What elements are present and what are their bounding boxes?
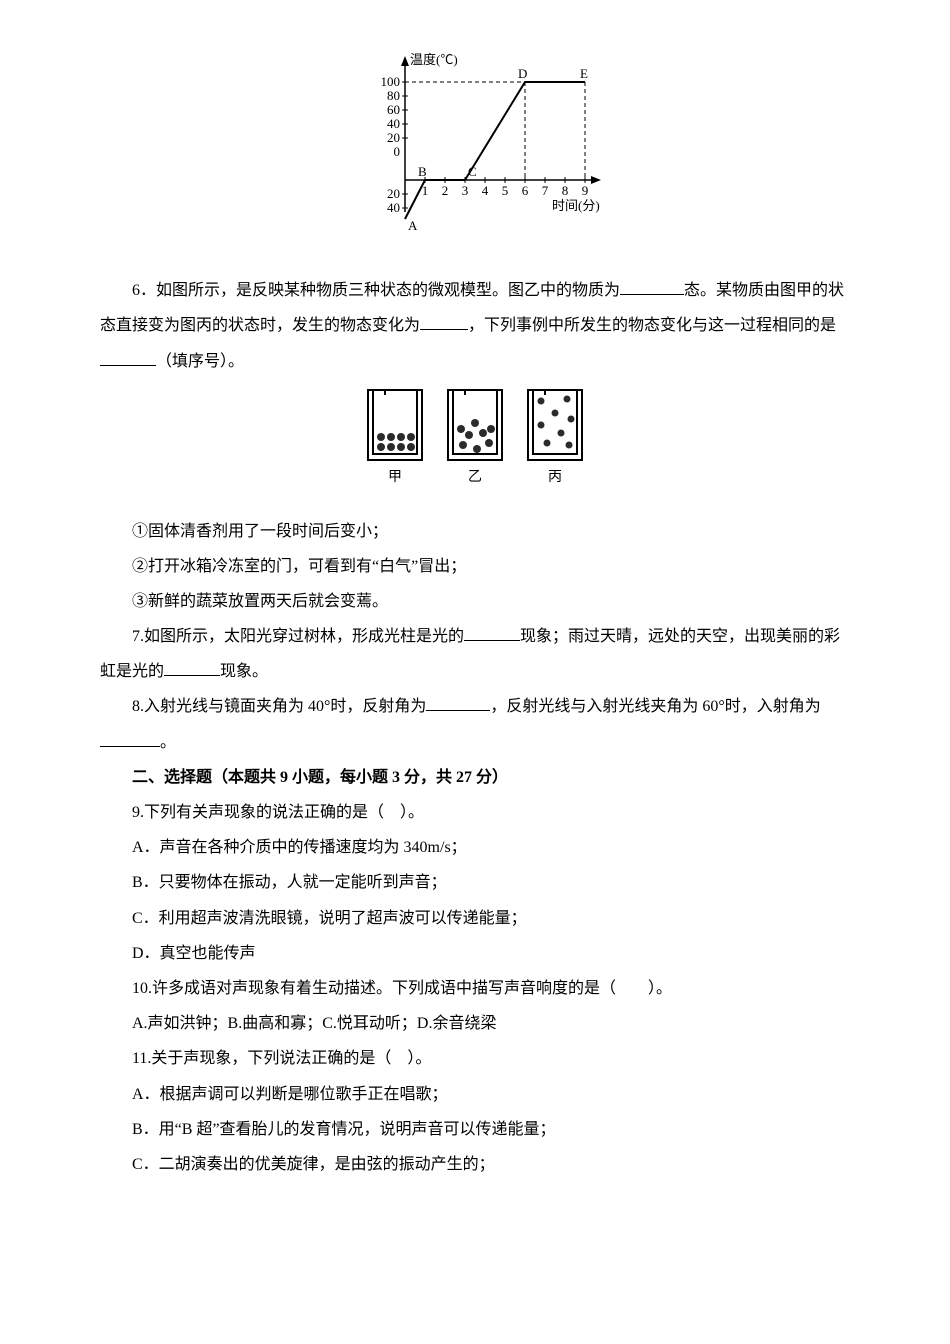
q7-blank-1[interactable]	[464, 623, 520, 642]
q8-suffix: 。	[160, 734, 176, 751]
q11-B: B．用“B 超”查看胎儿的发育情况，说明声音可以传递能量；	[100, 1112, 850, 1147]
q6-blank-3[interactable]	[100, 347, 156, 366]
q9-B: B．只要物体在振动，人就一定能听到声音；	[100, 865, 850, 900]
q9-A: A．声音在各种介质中的传播速度均为 340m/s；	[100, 830, 850, 865]
q8-blank-2[interactable]	[100, 728, 160, 747]
q10-opts: A.声如洪钟；B.曲高和寡；C.悦耳动听；D.余音绕梁	[100, 1006, 850, 1041]
q11-A: A．根据声调可以判断是哪位歌手正在唱歌；	[100, 1077, 850, 1112]
svg-text:3: 3	[462, 183, 469, 198]
q6-suffix: （填序号）。	[156, 353, 244, 370]
q6-prefix: 6．如图所示，是反映某种物质三种状态的微观模型。图乙中的物质为	[132, 282, 620, 299]
section-2-title: 二、选择题（本题共 9 小题，每小题 3 分，共 27 分）	[100, 760, 850, 795]
svg-text:60: 60	[387, 102, 400, 117]
q7-blank-2[interactable]	[164, 658, 220, 677]
svg-text:A: A	[408, 218, 418, 233]
svg-text:4: 4	[482, 183, 489, 198]
temperature-time-chart: 100 80 60 40 20 0 20 40 1	[340, 50, 610, 240]
q8-blank-1[interactable]	[426, 693, 490, 712]
q10-stem: 10.许多成语对声现象有着生动描述。下列成语中描写声音响度的是（ ）。	[100, 971, 850, 1006]
beaker-label-yi: 乙	[468, 463, 482, 494]
q11-stem: 11.关于声现象，下列说法正确的是（ ）。	[100, 1041, 850, 1076]
q9-D: D．真空也能传声	[100, 936, 850, 971]
svg-text:8: 8	[562, 183, 569, 198]
q8-mid: ，反射光线与入射光线夹角为 60°时，入射角为	[490, 698, 820, 715]
svg-text:2: 2	[442, 183, 449, 198]
q7-suffix: 现象。	[220, 663, 268, 680]
q6-text: 6．如图所示，是反映某种物质三种状态的微观模型。图乙中的物质为态。某物质由图甲的…	[100, 273, 850, 379]
q6-mid2: ，下列事例中所发生的物态变化与这一过程相同的是	[468, 317, 836, 334]
beaker-label-bing: 丙	[548, 463, 562, 494]
q5-chart-figure: 100 80 60 40 20 0 20 40 1	[100, 50, 850, 253]
q7-text: 7.如图所示，太阳光穿过树林，形成光柱是光的现象；雨过天晴，远处的天空，出现美丽…	[100, 619, 850, 689]
q6-opt1: ①固体清香剂用了一段时间后变小；	[100, 514, 850, 549]
beaker-jia: 甲	[367, 389, 423, 494]
svg-text:40: 40	[387, 200, 400, 215]
svg-text:温度(℃): 温度(℃)	[410, 52, 458, 67]
beaker-label-jia: 甲	[388, 463, 402, 494]
beaker-yi: 乙	[447, 389, 503, 494]
svg-text:时间(分): 时间(分)	[552, 198, 600, 213]
q6-opt2: ②打开冰箱冷冻室的门，可看到有“白气”冒出；	[100, 549, 850, 584]
q9-C: C．利用超声波清洗眼镜，说明了超声波可以传递能量；	[100, 901, 850, 936]
svg-text:100: 100	[381, 74, 401, 89]
svg-text:7: 7	[542, 183, 549, 198]
svg-text:40: 40	[387, 116, 400, 131]
q11-C: C．二胡演奏出的优美旋律，是由弦的振动产生的；	[100, 1147, 850, 1182]
svg-text:20: 20	[387, 130, 400, 145]
q8-text: 8.入射光线与镜面夹角为 40°时，反射角为 ，反射光线与入射光线夹角为 60°时…	[100, 689, 850, 759]
svg-text:0: 0	[394, 144, 401, 159]
svg-text:E: E	[580, 66, 588, 81]
svg-text:B: B	[418, 164, 427, 179]
q6-beaker-figure: 甲 乙	[100, 389, 850, 494]
svg-text:20: 20	[387, 186, 400, 201]
svg-text:5: 5	[502, 183, 509, 198]
q8-prefix: 8.入射光线与镜面夹角为 40°时，反射角为	[132, 698, 426, 715]
svg-text:6: 6	[522, 183, 529, 198]
q6-opt3: ③新鲜的蔬菜放置两天后就会变蔫。	[100, 584, 850, 619]
beaker-bing: 丙	[527, 389, 583, 494]
svg-text:9: 9	[582, 183, 589, 198]
svg-text:D: D	[518, 66, 527, 81]
q7-prefix: 7.如图所示，太阳光穿过树林，形成光柱是光的	[132, 628, 464, 645]
q6-blank-1[interactable]	[620, 277, 684, 296]
q6-blank-2[interactable]	[420, 312, 468, 331]
svg-text:C: C	[468, 164, 477, 179]
q9-stem: 9.下列有关声现象的说法正确的是（ ）。	[100, 795, 850, 830]
svg-text:80: 80	[387, 88, 400, 103]
